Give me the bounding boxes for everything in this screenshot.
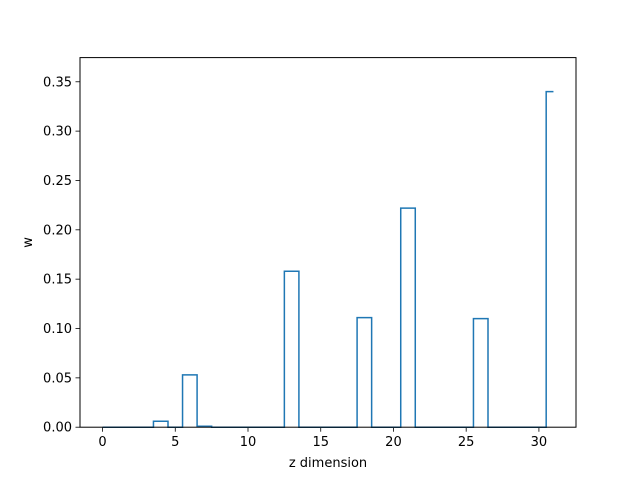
x-tick-label: 30 [531, 435, 548, 450]
x-tick-label: 10 [240, 435, 257, 450]
y-axis-label: w [21, 237, 36, 248]
x-axis: 0 5 10 15 20 25 30 [98, 427, 547, 450]
y-tick-label: 0.30 [43, 125, 72, 140]
x-tick-label: 0 [98, 435, 106, 450]
x-axis-label: z dimension [289, 456, 367, 471]
y-tick-label: 0.15 [43, 273, 72, 288]
y-tick-label: 0.05 [43, 371, 72, 386]
y-tick-label: 0.20 [43, 223, 72, 238]
x-tick-label: 25 [458, 435, 475, 450]
y-tick-label: 0.35 [43, 75, 72, 90]
y-tick-label: 0.00 [43, 421, 72, 436]
y-axis: 0.00 0.05 0.10 0.15 0.20 0.25 0.30 0.35 [43, 75, 80, 436]
plot-frame [79, 57, 577, 428]
y-tick-label: 0.25 [43, 174, 72, 189]
y-tick-label: 0.10 [43, 322, 72, 337]
x-tick-label: 15 [312, 435, 329, 450]
x-tick-label: 5 [171, 435, 179, 450]
x-tick-label: 20 [385, 435, 402, 450]
